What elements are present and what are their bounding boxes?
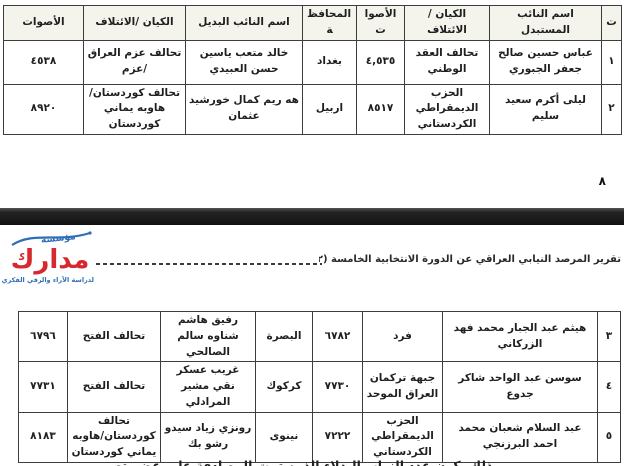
- cell-replaced-bloc: الحزب الديمقراطي الكردستاني: [404, 83, 490, 135]
- cell-seq: ٥: [597, 411, 621, 463]
- page-divider-bar: [0, 208, 624, 225]
- logo-swoosh-icon: مؤسسة: [6, 230, 94, 247]
- cell-replaced-votes: ٤,٥٣٥: [356, 39, 405, 85]
- cell-replaced-votes: ٨٥١٧: [356, 83, 405, 135]
- column-header-replacement-bloc: الكيان /الائتلاف: [83, 5, 186, 41]
- column-header-replaced-votes: الأصوات: [356, 5, 405, 41]
- deputy-replacement-table-top: ت اسم النائب المستبدل الكيان /الائتلاف ا…: [3, 5, 622, 135]
- cell-replaced-name: ليلى أكرم سعيد سليم: [489, 83, 602, 135]
- column-header-seq: ت: [601, 5, 622, 41]
- cell-replaced-bloc: تحالف العقد الوطني: [404, 39, 490, 85]
- table-header-row: ت اسم النائب المستبدل الكيان /الائتلاف ا…: [3, 5, 622, 41]
- cell-replaced-bloc: فرد: [362, 310, 443, 363]
- logo-tagline: لدراسة الآراء والرقي الفكري: [1, 276, 94, 284]
- cell-governorate: بغداد: [302, 39, 357, 85]
- header-dashed-rule: [96, 263, 322, 265]
- cell-governorate: البصرة: [255, 310, 313, 363]
- cell-replacement-bloc: تحالف الفتح: [67, 361, 161, 413]
- cell-replacement-bloc: تحالف عزم العراق /عزم: [83, 39, 186, 85]
- cell-replacement-bloc: تحالف كوردستان/هاوبه يماني كوردستان: [83, 83, 186, 135]
- logo-name: مدارك: [10, 245, 90, 275]
- cell-replaced-votes: ٧٢٢٢: [312, 411, 363, 463]
- column-header-replacement-name: اسم النائب البديل: [185, 5, 303, 41]
- cell-replacement-name: خالد متعب ياسين حسن العبيدي: [185, 39, 303, 85]
- deputy-replacement-table-bottom: ٣ هيثم عبد الجبار محمد فهد الزركاني فرد …: [18, 310, 621, 463]
- table-row: ١ عباس حسين صالح جعفر الجبوري تحالف العق…: [3, 39, 622, 85]
- column-header-replaced-name: اسم النائب المستبدل: [489, 5, 602, 41]
- cell-replacement-name: رفيق هاشم شناوه سالم الصالحي: [160, 310, 256, 363]
- cell-replaced-votes: ٦٧٨٢: [312, 310, 363, 363]
- cell-governorate: كركوك: [255, 361, 313, 413]
- cell-replacement-name: غريب عسكر نقي مشير المرادلي: [160, 361, 256, 413]
- report-title: تقرير المرصد النيابي العراقي عن الدورة ا…: [319, 254, 621, 265]
- cell-replaced-bloc: جبهة تركمان العراق الموحد: [362, 361, 443, 413]
- column-header-governorate: المحافظة: [302, 5, 357, 41]
- table-row: ٤ سوسن عبد الواحد شاكر جدوع جبهة تركمان …: [18, 361, 621, 413]
- cell-replacement-votes: ٨٩٢٠: [3, 83, 84, 135]
- page-number: ٨: [598, 174, 606, 188]
- cell-replacement-bloc: تحالف كوردستان/هاوبه يماني كوردستان: [67, 411, 161, 463]
- cell-seq: ١: [601, 39, 622, 85]
- cell-replacement-name: هه ريم كمال خورشيد عثمان: [185, 83, 303, 135]
- cell-seq: ٣: [597, 310, 621, 363]
- cell-replaced-name: عبد السلام شعبان محمد احمد البرزنجي: [442, 411, 598, 463]
- madarik-logo: مؤسسة مدارك لدراسة الآراء والرقي الفكري: [1, 230, 94, 284]
- cell-replaced-name: سوسن عبد الواحد شاكر جدوع: [442, 361, 598, 413]
- cell-replaced-name: هيثم عبد الجبار محمد فهد الزركاني: [442, 310, 598, 363]
- cell-replacement-votes: ٦٧٩٦: [18, 310, 68, 363]
- column-header-replacement-votes: الأصوات: [3, 5, 84, 41]
- cell-governorate: نينوى: [255, 411, 313, 463]
- cell-replaced-bloc: الحزب الديمقراطي الكردستاني: [362, 411, 443, 463]
- cell-seq: ٢: [601, 83, 622, 135]
- clipped-bottom-text: وبذلك يكون عدد النواب البدلاء الذين تمت …: [104, 458, 506, 466]
- cell-replaced-votes: ٧٧٣٠: [312, 361, 363, 413]
- cell-replacement-name: رونزي زياد سيدو رشو بك: [160, 411, 256, 463]
- column-header-replaced-bloc: الكيان /الائتلاف: [404, 5, 490, 41]
- cell-replaced-name: عباس حسين صالح جعفر الجبوري: [489, 39, 602, 85]
- cell-replacement-votes: ٤٥٣٨: [3, 39, 84, 85]
- table-row: ٥ عبد السلام شعبان محمد احمد البرزنجي ال…: [18, 411, 621, 463]
- cell-seq: ٤: [597, 361, 621, 413]
- cell-replacement-bloc: تحالف الفتح: [67, 310, 161, 363]
- table-row: ٢ ليلى أكرم سعيد سليم الحزب الديمقراطي ا…: [3, 83, 622, 135]
- cell-replacement-votes: ٨١٨٣: [18, 411, 68, 463]
- cell-replacement-votes: ٧٧٣١: [18, 361, 68, 413]
- cell-governorate: اربيل: [302, 83, 357, 135]
- table-row: ٣ هيثم عبد الجبار محمد فهد الزركاني فرد …: [18, 310, 621, 363]
